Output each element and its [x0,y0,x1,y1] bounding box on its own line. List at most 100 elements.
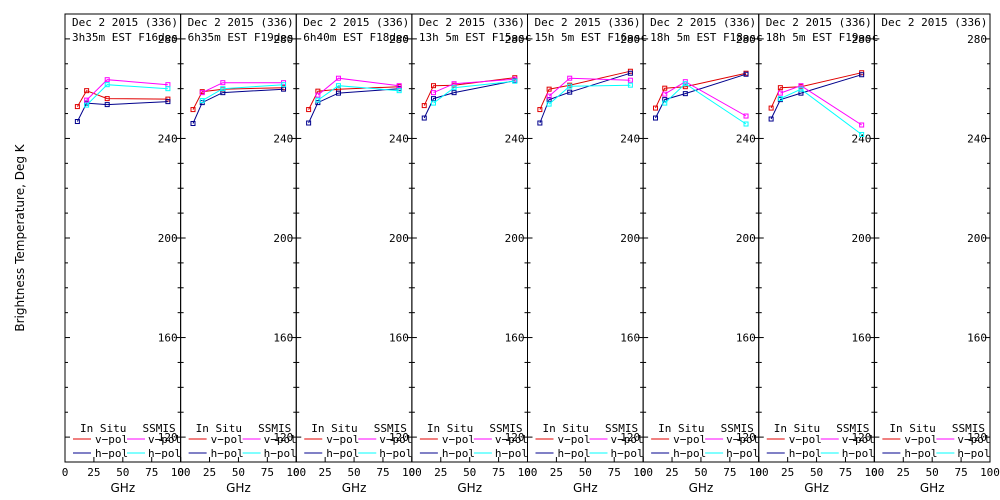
y-tick-label: 120 [273,431,293,444]
series-line-insitu_h [770,74,862,120]
legend-label-ssmis_v: v−pol [379,433,412,446]
x-tick-label: 50 [579,466,592,479]
data-point-insitu_h [662,97,668,103]
data-point-insitu_h [306,120,312,126]
legend-label-ssmis_v: v−pol [264,433,297,446]
panel-1: 120 160 200 240 280 0 25 50 75 100 GHz Dec 2 2015 (… [62,13,191,495]
x-axis-label: GHz [573,481,598,495]
data-point-ssmis_h [743,121,749,127]
x-tick-label: 100 [864,466,884,479]
data-point-ssmis_v [567,75,573,81]
y-tick-label: 280 [967,33,987,46]
y-tick-label: 240 [389,132,409,145]
panel-subtitle: 15h 5m EST F16asc [535,31,648,44]
x-tick-label: 25 [781,466,794,479]
data-point-insitu_v [190,107,196,113]
data-point-ssmis_v [662,91,668,97]
panel-2: 120 160 200 240 280 0 25 50 75 100 GHz Dec 2 2015 (… [177,13,306,495]
series-line-insitu_h [539,72,631,124]
series-line-ssmis_h [664,83,747,125]
panel-subtitle: 13h 5m EST F15asc [419,31,532,44]
y-tick-label: 240 [273,132,293,145]
legend-label-ssmis_h: h−pol [379,447,412,460]
data-point-ssmis_v [777,90,783,96]
data-point-insitu_h [537,120,543,126]
panel-subtitle: 6h40m EST F18des [303,31,409,44]
data-point-ssmis_h [859,131,865,137]
y-tick-label: 280 [620,33,640,46]
data-point-insitu_v [306,107,312,113]
legend-ssmis-header: SSMIS [143,422,176,435]
series-line-insitu_h [308,88,400,124]
y-tick-label: 120 [736,431,756,444]
legend-label-ssmis_h: h−pol [842,447,875,460]
data-point-ssmis_v [335,75,341,81]
data-point-insitu_h [652,115,658,121]
data-point-ssmis_v [396,83,402,89]
data-point-ssmis_v [798,83,804,89]
panel-title: Dec 2 2015 (336) [72,16,178,29]
legend-label-ssmis_h: h−pol [611,447,644,460]
panel-7: 120 160 200 240 280 0 25 50 75 100 GHz Dec 2 2015 (… [755,13,884,495]
legend-label-insitu_v: v−pol [95,433,128,446]
legend-ssmis-header: SSMIS [374,422,407,435]
data-point-insitu_v [546,86,552,92]
data-point-ssmis_h [281,82,287,88]
data-point-insitu_h [743,71,749,77]
legend-label-ssmis_v: v−pol [148,433,181,446]
y-tick-label: 160 [620,332,640,345]
x-tick-label: 50 [347,466,360,479]
data-point-insitu_h [451,90,457,96]
legend-label-insitu_h: h−pol [558,447,591,460]
data-point-insitu_h [104,102,110,108]
x-tick-label: 25 [665,466,678,479]
y-tick-label: 240 [852,132,872,145]
data-point-ssmis_h [567,83,573,89]
y-tick-label: 120 [389,431,409,444]
series-line-ssmis_v [86,79,168,101]
data-point-insitu_h [768,116,774,122]
data-point-insitu_v [652,105,658,111]
data-point-ssmis_h [451,85,457,91]
panel-title: Dec 2 2015 (336) [650,16,756,29]
x-tick-label: 25 [87,466,100,479]
legend-label-insitu_h: h−pol [442,447,475,460]
x-tick-label: 75 [954,466,967,479]
data-point-ssmis_v [627,77,633,83]
series-line-insitu_v [192,87,284,110]
x-tick-label: 50 [926,466,939,479]
legend-in-situ-header: In Situ [196,422,242,435]
legend-label-ssmis_h: h−pol [495,447,528,460]
x-axis-label: GHz [226,481,251,495]
x-tick-label: 75 [723,466,736,479]
legend-label-ssmis_h: h−pol [148,447,181,460]
legend-in-situ-header: In Situ [543,422,589,435]
panel-subtitle: 18h 5m EST F18asc [650,31,763,44]
series-line-insitu_h [655,73,747,119]
x-tick-label: 25 [203,466,216,479]
x-tick-label: 100 [286,466,306,479]
x-tick-label: 0 [177,466,184,479]
data-point-ssmis_v [315,92,321,98]
panel-title: Dec 2 2015 (336) [881,16,987,29]
legend-ssmis-header: SSMIS [605,422,638,435]
legend-label-insitu_h: h−pol [326,447,359,460]
y-tick-label: 160 [158,332,178,345]
x-tick-label: 75 [608,466,621,479]
series-line-ssmis_h [548,84,631,105]
y-tick-label: 200 [967,232,987,245]
data-point-insitu_h [74,119,80,125]
x-tick-label: 100 [749,466,769,479]
y-tick-label: 280 [158,33,178,46]
y-tick-label: 200 [158,232,178,245]
legend-label-insitu_v: v−pol [673,433,706,446]
legend-label-ssmis_v: v−pol [611,433,644,446]
legend-label-insitu_v: v−pol [211,433,244,446]
y-tick-label: 120 [852,431,872,444]
legend-ssmis-header: SSMIS [952,422,985,435]
y-tick-label: 200 [505,232,525,245]
panel-8: 120 160 200 240 280 0 25 50 75 100 GHz Dec 2 2015 (… [871,13,1000,495]
legend-label-insitu_v: v−pol [442,433,475,446]
series-line-ssmis_h [780,88,862,135]
